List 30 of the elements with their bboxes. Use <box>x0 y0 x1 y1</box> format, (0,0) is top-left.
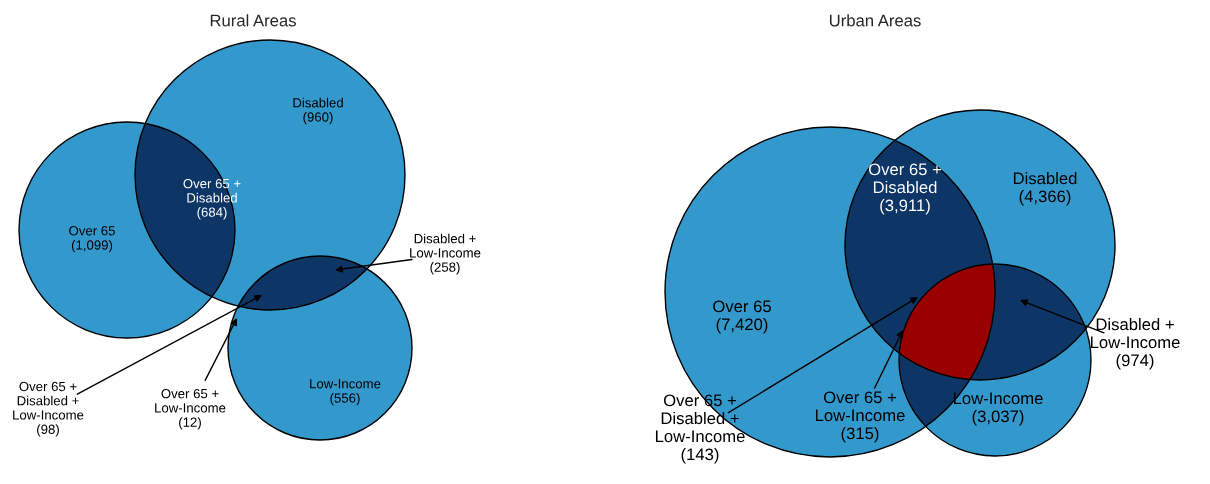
data-label: (3,037) <box>972 410 1024 426</box>
data-label: (960) <box>303 112 333 125</box>
data-label: (684) <box>197 207 227 220</box>
category-label: Over 65 + Disabled + Low-Income <box>655 394 745 443</box>
category-label: Over 65 + Disabled + Low-Income <box>13 381 84 420</box>
category-label: Disabled <box>1013 172 1077 185</box>
category-label: Over 65 + Low-Income <box>155 388 226 413</box>
data-label: (98) <box>37 424 59 437</box>
data-label: (1,099) <box>71 240 113 253</box>
data-label: (12) <box>179 417 201 430</box>
text: Urban Areas <box>829 14 921 27</box>
category-label: Low-Income <box>953 392 1043 405</box>
category-label: Disabled + Low-Income <box>410 233 481 258</box>
category-label: Over 65 <box>69 226 115 236</box>
category-label: Disabled + Low-Income <box>1090 318 1180 349</box>
data-label: (974) <box>1116 354 1154 370</box>
category-label: Over 65 + Low-Income <box>815 391 905 422</box>
category-label: Low-Income <box>310 379 381 389</box>
data-label: (143) <box>681 448 719 464</box>
data-label: (7,420) <box>716 318 768 334</box>
category-label: Disabled <box>293 97 343 108</box>
data-label: (258) <box>430 262 460 275</box>
category-label: Over 65 + Disabled <box>183 178 241 203</box>
category-label: Over 65 <box>713 300 771 313</box>
data-label: (3,911) <box>880 199 930 215</box>
data-label: (315) <box>841 427 879 443</box>
text: Rural Areas <box>210 14 296 27</box>
data-label: (556) <box>330 393 360 406</box>
category-label: Over 65 + Disabled <box>868 163 941 194</box>
data-label: (4,366) <box>1019 190 1071 206</box>
